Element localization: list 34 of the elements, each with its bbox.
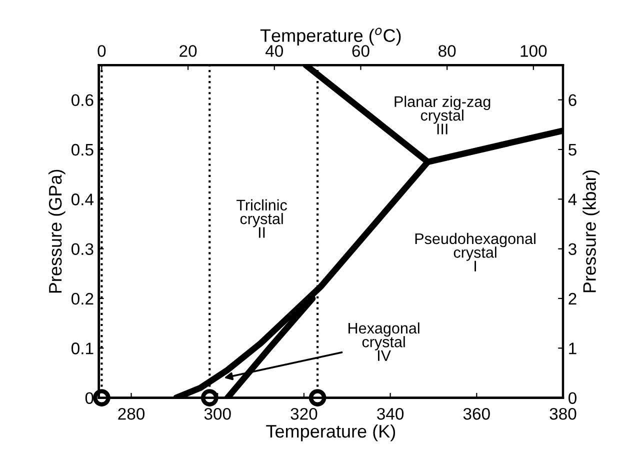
annotation: Pseudohexagonal crystal I [415,232,536,272]
y-tick-label: 0 [85,392,94,404]
x2-tick-label: 80 [438,45,456,57]
y-tick-label: 0.2 [72,292,94,305]
y2-axis-title: Pressure (kbar) [582,170,600,292]
x-tick-label: 380 [550,408,576,420]
x-tick-label: 340 [377,408,404,420]
annotation: Triclinic crystal II [236,199,287,238]
x-tick-label: 360 [463,408,490,420]
x-axis-title: Temperature (K) [266,424,396,442]
x2-tick-label: 0 [98,45,106,57]
x-tick-label: 320 [290,408,318,420]
y-tick-label: 0.6 [72,94,94,106]
x-tick-label: 280 [118,408,145,420]
x2-tick-label: 20 [180,45,197,57]
y2-tick-label: 4 [568,194,577,206]
y2-tick-label: 0 [568,392,576,404]
annotation: Planar zig-zag crystal III [394,96,490,134]
x-tick-label: 300 [204,408,231,420]
x2-tick-label: 40 [265,45,283,57]
y2-tick-label: 2 [568,292,576,305]
y2-tick-label: 6 [568,94,576,106]
annotation: Hexagonal crystal IV [348,322,420,361]
y-tick-label: 0.1 [72,342,94,354]
y-tick-label: 0.3 [72,243,94,256]
y2-tick-label: 3 [568,243,576,256]
x2-tick-label: 100 [520,45,547,57]
x2-axis-title: Temperature ($^{o}$C) [260,28,401,46]
y2-tick-label: 5 [568,144,576,156]
y2-tick-label: 1 [569,342,576,354]
y-axis-title: Pressure (GPa) [48,170,66,293]
x2-tick-label: 60 [352,45,370,57]
y-tick-label: 0.5 [72,144,94,156]
y-tick-label: 0.4 [72,194,94,206]
